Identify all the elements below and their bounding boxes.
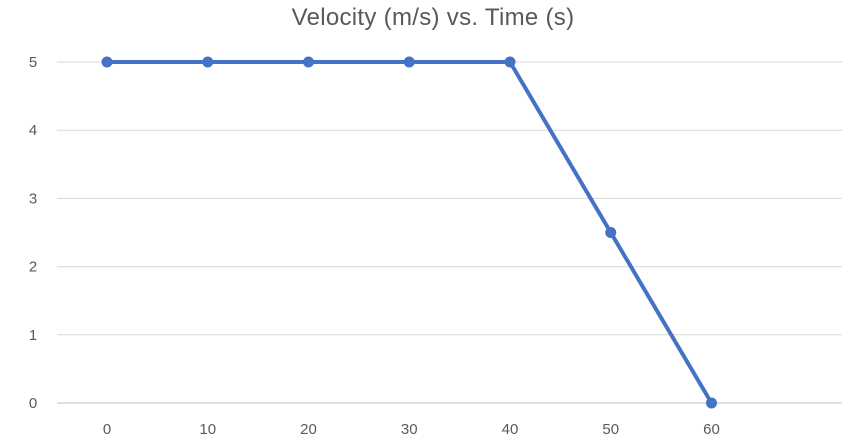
- data-point-60: [706, 397, 717, 409]
- data-point-0: [101, 56, 113, 68]
- x-axis-tick-labels: 0 10 20 30 40 50 60: [103, 421, 720, 438]
- series-line: [105, 60, 714, 405]
- data-point-40: [504, 56, 516, 68]
- data-point-50: [605, 227, 617, 238]
- y-tick-label-5: 5: [29, 54, 37, 71]
- x-tick-label-30: 30: [401, 421, 418, 438]
- x-tick-label-0: 0: [103, 421, 111, 438]
- y-tick-label-1: 1: [29, 327, 37, 344]
- gridlines: [57, 61, 842, 404]
- x-tick-label-10: 10: [199, 421, 216, 438]
- data-point-20: [303, 56, 314, 68]
- y-axis-tick-labels: 0 1 2 3 4 5: [29, 54, 37, 412]
- data-point-30: [403, 56, 415, 68]
- y-tick-label-2: 2: [29, 259, 37, 276]
- data-point-10: [202, 56, 214, 68]
- series-velocity: [101, 56, 717, 409]
- chart-title: Velocity (m/s) vs. Time (s): [291, 4, 575, 31]
- y-tick-label-4: 4: [29, 122, 37, 139]
- x-tick-label-40: 40: [502, 421, 519, 438]
- x-tick-label-50: 50: [602, 421, 619, 438]
- x-tick-label-60: 60: [703, 421, 720, 438]
- x-tick-label-20: 20: [300, 421, 317, 438]
- y-tick-label-3: 3: [29, 190, 37, 207]
- y-tick-label-0: 0: [29, 395, 37, 412]
